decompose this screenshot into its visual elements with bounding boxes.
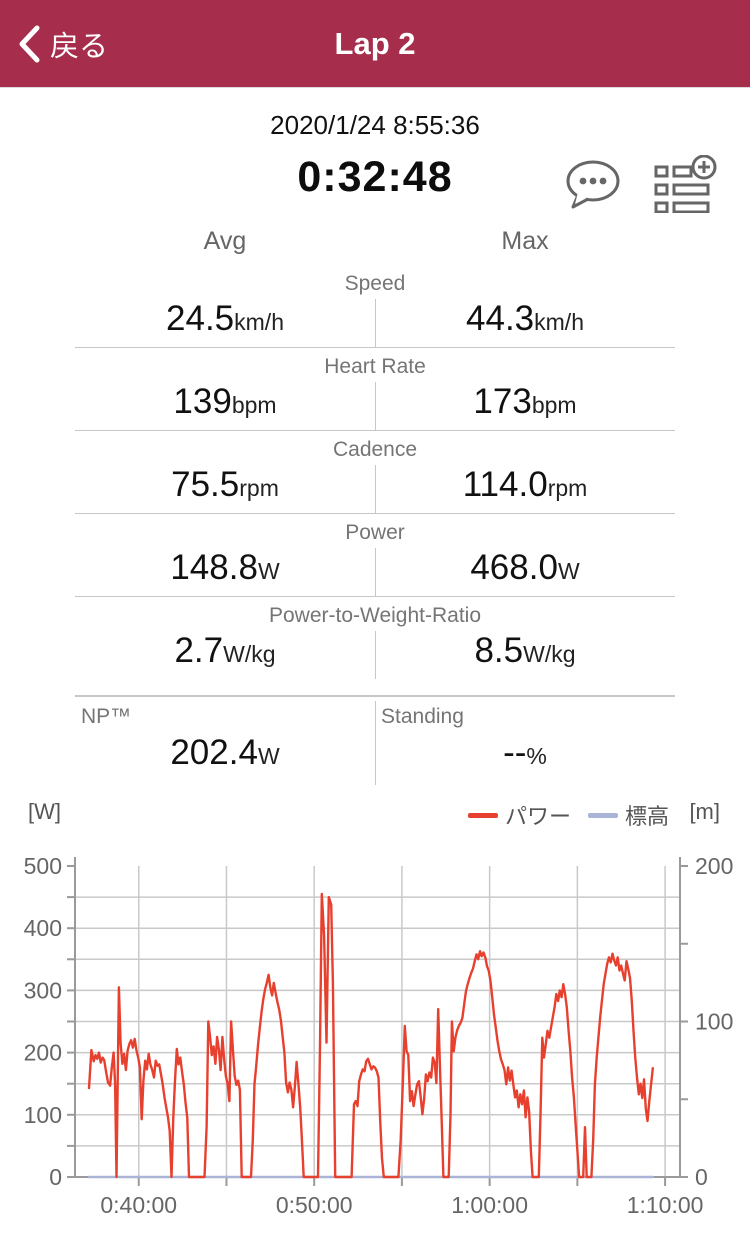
metric-row-power: Power 148.8W 468.0W bbox=[75, 514, 675, 597]
column-header-row: Avg Max bbox=[75, 227, 675, 265]
max-value: 468.0W bbox=[470, 548, 580, 587]
metric-row-cadence: Cadence 75.5rpm 114.0rpm bbox=[75, 431, 675, 514]
svg-text:500: 500 bbox=[24, 853, 62, 879]
column-divider bbox=[375, 382, 376, 430]
duration-row: 0:32:48 bbox=[0, 147, 750, 219]
svg-text:100: 100 bbox=[24, 1102, 62, 1128]
power-legend-label: パワー bbox=[505, 804, 572, 829]
svg-text:0: 0 bbox=[695, 1164, 708, 1190]
avg-value: 75.5rpm bbox=[171, 465, 279, 504]
power-elevation-chart: [W] パワー 標高 [m] 0 100 200 300 400 500 0 100 200 0:… bbox=[0, 789, 750, 1240]
elevation-legend-label: 標高 bbox=[625, 804, 670, 829]
standing-label: Standing bbox=[381, 705, 464, 728]
max-value: 8.5W/kg bbox=[474, 631, 576, 670]
avg-value: 148.8W bbox=[170, 548, 280, 587]
np-label: NP™ bbox=[81, 705, 132, 728]
add-data-field-icon[interactable] bbox=[654, 154, 720, 218]
app-header: 戻る Lap 2 bbox=[0, 0, 750, 88]
np-standing-row: NP™ 202.4W Standing --% bbox=[75, 696, 675, 787]
metric-label: Power-to-Weight-Ratio bbox=[268, 604, 482, 627]
metric-label: Power bbox=[345, 521, 405, 544]
column-divider bbox=[375, 701, 376, 785]
back-button[interactable]: 戻る bbox=[0, 23, 108, 65]
max-column-header: Max bbox=[501, 227, 549, 255]
column-divider bbox=[375, 631, 376, 679]
column-divider bbox=[375, 465, 376, 513]
svg-text:0: 0 bbox=[49, 1164, 62, 1190]
svg-text:0:50:00: 0:50:00 bbox=[276, 1192, 353, 1218]
avg-value: 2.7W/kg bbox=[174, 631, 276, 670]
standing-value: --% bbox=[503, 733, 547, 772]
metric-label: Heart Rate bbox=[324, 355, 426, 378]
metric-label: Speed bbox=[344, 272, 406, 295]
np-value: 202.4W bbox=[170, 733, 280, 772]
svg-text:1:00:00: 1:00:00 bbox=[451, 1192, 528, 1218]
svg-text:200: 200 bbox=[695, 853, 733, 879]
svg-text:300: 300 bbox=[24, 977, 62, 1003]
column-divider bbox=[375, 548, 376, 596]
svg-text:400: 400 bbox=[24, 915, 62, 941]
standing-cell: Standing --% bbox=[375, 703, 675, 773]
svg-text:0:40:00: 0:40:00 bbox=[100, 1192, 177, 1218]
avg-column-header: Avg bbox=[203, 227, 247, 255]
legend-elevation: 標高 bbox=[588, 799, 669, 831]
metric-row-heart-rate: Heart Rate 139bpm 173bpm bbox=[75, 348, 675, 431]
metrics-table: Avg Max Speed 24.5km/h 44.3km/h Heart Ra… bbox=[75, 227, 675, 696]
comment-bubble-icon[interactable] bbox=[564, 159, 622, 216]
elevation-legend-swatch bbox=[588, 812, 618, 818]
page-title: Lap 2 bbox=[334, 25, 416, 61]
chart-plot-area: 0 100 200 300 400 500 0 100 200 0:40:00 0:50:00 1:0… bbox=[24, 853, 734, 1218]
activity-datetime: 2020/1/24 8:55:36 bbox=[270, 110, 480, 140]
left-axis-unit-label: [W] bbox=[28, 799, 61, 824]
np-cell: NP™ 202.4W bbox=[75, 703, 375, 773]
svg-text:1:10:00: 1:10:00 bbox=[627, 1192, 704, 1218]
power-legend-swatch bbox=[468, 812, 498, 818]
legend-power: パワー bbox=[468, 799, 571, 831]
column-divider bbox=[375, 299, 376, 347]
metric-label: Cadence bbox=[332, 438, 418, 461]
chevron-left-icon bbox=[19, 25, 40, 62]
avg-value: 24.5km/h bbox=[166, 299, 284, 338]
max-value: 44.3km/h bbox=[466, 299, 584, 338]
metric-row-power-to-weight: Power-to-Weight-Ratio 2.7W/kg 8.5W/kg bbox=[75, 597, 675, 696]
metric-row-speed: Speed 24.5km/h 44.3km/h bbox=[75, 265, 675, 348]
right-axis-unit-label: [m] bbox=[689, 799, 720, 824]
back-button-label: 戻る bbox=[50, 30, 109, 63]
max-value: 173bpm bbox=[473, 382, 577, 421]
svg-text:200: 200 bbox=[24, 1040, 62, 1066]
lap-duration: 0:32:48 bbox=[297, 153, 453, 201]
svg-text:100: 100 bbox=[695, 1009, 733, 1035]
max-value: 114.0rpm bbox=[462, 465, 588, 504]
avg-value: 139bpm bbox=[173, 382, 277, 421]
